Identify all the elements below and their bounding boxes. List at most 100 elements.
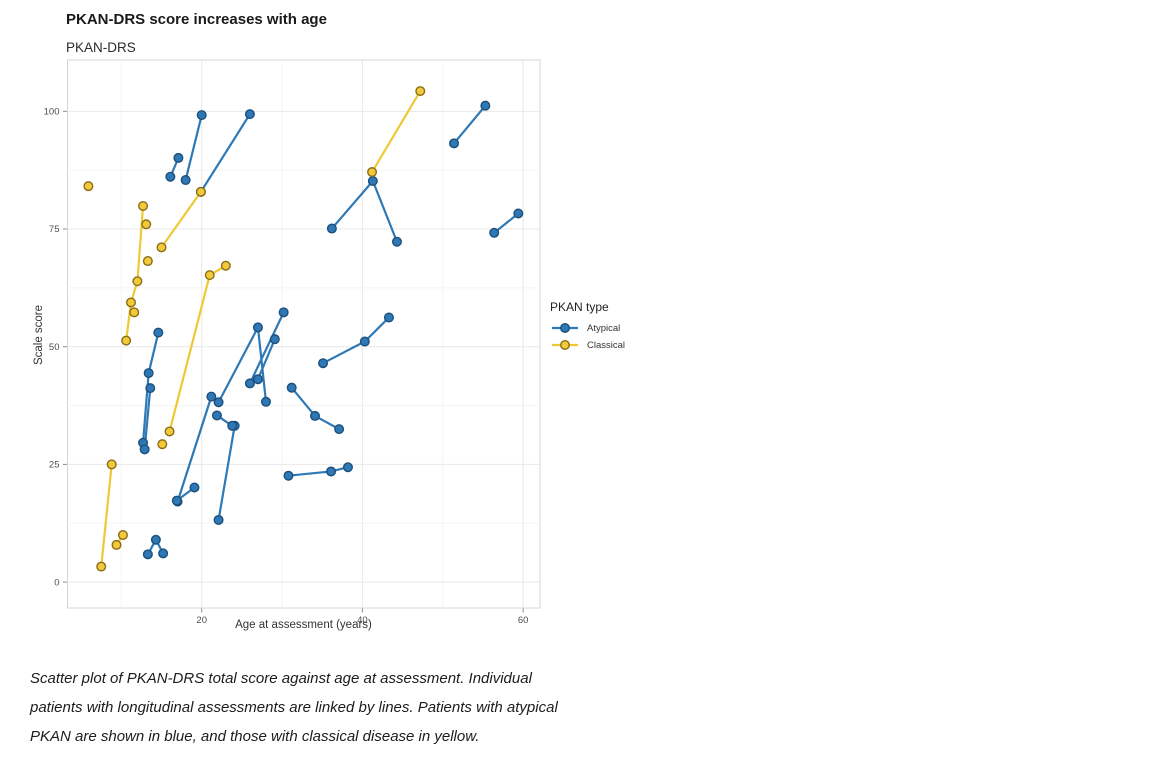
- data-point-atypical: [342, 462, 353, 473]
- data-point-classical: [141, 219, 152, 230]
- caption-line: PKAN are shown in blue, and those with c…: [30, 728, 480, 745]
- data-point-atypical: [260, 396, 271, 407]
- data-point-atypical: [269, 334, 280, 345]
- patient-trajectory-atypical: [493, 212, 520, 234]
- data-point-atypical: [150, 534, 161, 545]
- caption-line: Scatter plot of PKAN-DRS total score aga…: [30, 670, 532, 687]
- data-point-classical: [117, 530, 128, 541]
- patient-trajectory-atypical: [248, 311, 285, 385]
- data-point-atypical: [278, 307, 289, 318]
- data-point-atypical: [196, 110, 207, 121]
- caption-line: patients with longitudinal assessments a…: [30, 699, 558, 716]
- data-point-atypical: [143, 368, 154, 379]
- legend-label-atypical: Atypical: [587, 322, 621, 334]
- data-point-atypical: [244, 109, 255, 120]
- patient-trajectory-atypical: [184, 113, 203, 182]
- x-tick-label: 40: [357, 615, 368, 626]
- legend-entry-classical: Classical: [550, 339, 625, 351]
- patient-trajectory-classical: [125, 204, 145, 342]
- legend-entry-atypical: Atypical: [550, 322, 625, 334]
- data-point-atypical: [489, 227, 500, 238]
- data-point-classical: [220, 260, 231, 271]
- chart-title: PKAN-DRS score increases with age: [66, 11, 327, 28]
- y-axis-title: Scale score: [33, 304, 45, 366]
- classical-key-icon: [552, 339, 578, 351]
- chart-subtitle: PKAN-DRS: [66, 40, 136, 55]
- data-point-classical: [164, 426, 175, 437]
- patient-trajectory-atypical: [217, 424, 236, 522]
- data-point-atypical: [227, 420, 238, 431]
- data-point-atypical: [449, 138, 460, 149]
- patient-trajectory-atypical: [176, 395, 213, 503]
- atypical-key-icon: [552, 322, 578, 334]
- data-point-classical: [106, 459, 117, 470]
- data-point-classical: [195, 186, 206, 197]
- patient-trajectory-atypical: [452, 104, 487, 145]
- y-tick-label: 25: [49, 460, 60, 471]
- y-tick-label: 100: [44, 107, 60, 118]
- data-point-classical: [111, 539, 122, 550]
- legend-label-classical: Classical: [587, 339, 626, 351]
- data-point-atypical: [165, 171, 176, 182]
- data-point-atypical: [326, 466, 337, 477]
- data-point-atypical: [310, 410, 321, 421]
- legend-title: PKAN type: [550, 300, 609, 314]
- patient-trajectory-atypical: [199, 113, 252, 193]
- data-point-atypical: [171, 495, 182, 506]
- data-point-atypical: [367, 175, 378, 186]
- data-point-atypical: [142, 549, 153, 560]
- data-point-atypical: [213, 397, 224, 408]
- patient-trajectory-classical: [160, 190, 202, 249]
- data-point-classical: [142, 256, 153, 267]
- data-point-atypical: [283, 470, 294, 481]
- data-point-atypical: [189, 482, 200, 493]
- data-point-classical: [129, 307, 140, 318]
- y-tick-label: 50: [49, 342, 60, 353]
- figure-caption: Scatter plot of PKAN-DRS total score aga…: [30, 664, 558, 751]
- plot-panel: [67, 59, 541, 609]
- data-point-atypical: [359, 336, 370, 347]
- y-tick-label: 0: [54, 577, 59, 588]
- data-point-classical: [96, 561, 107, 572]
- y-tick-label: 75: [49, 224, 60, 235]
- data-point-atypical: [513, 208, 524, 219]
- data-point-classical: [125, 297, 136, 308]
- x-axis-title: Age at assessment (years): [235, 619, 372, 631]
- x-tick-label: 60: [518, 615, 529, 626]
- data-point-atypical: [252, 322, 263, 333]
- data-point-classical: [204, 270, 215, 281]
- data-point-atypical: [139, 444, 150, 455]
- patient-trajectory-atypical: [256, 338, 276, 381]
- data-point-atypical: [326, 223, 337, 234]
- data-point-atypical: [180, 175, 191, 186]
- data-point-classical: [415, 86, 426, 97]
- data-point-atypical: [244, 378, 255, 389]
- data-point-classical: [138, 200, 149, 211]
- data-point-classical: [83, 181, 94, 192]
- data-point-classical: [156, 242, 167, 253]
- data-point-atypical: [145, 383, 156, 394]
- data-point-atypical: [211, 410, 222, 421]
- data-point-atypical: [391, 236, 402, 247]
- patient-trajectory-classical: [370, 89, 422, 174]
- data-point-atypical: [318, 358, 329, 369]
- data-point-classical: [121, 335, 132, 346]
- data-point-atypical: [213, 514, 224, 525]
- data-point-classical: [157, 439, 168, 450]
- data-point-classical: [132, 276, 143, 287]
- data-point-classical: [367, 167, 378, 178]
- data-point-atypical: [286, 382, 297, 393]
- patient-trajectory-classical: [100, 463, 113, 568]
- data-point-atypical: [153, 327, 164, 338]
- data-point-atypical: [158, 548, 169, 559]
- data-point-atypical: [206, 391, 217, 402]
- x-tick-label: 20: [196, 615, 207, 626]
- data-point-atypical: [252, 374, 263, 385]
- data-point-atypical: [383, 312, 394, 323]
- data-point-atypical: [334, 424, 345, 435]
- legend: PKAN type Atypical Classical: [550, 300, 625, 356]
- data-point-atypical: [173, 152, 184, 163]
- data-point-atypical: [480, 100, 491, 111]
